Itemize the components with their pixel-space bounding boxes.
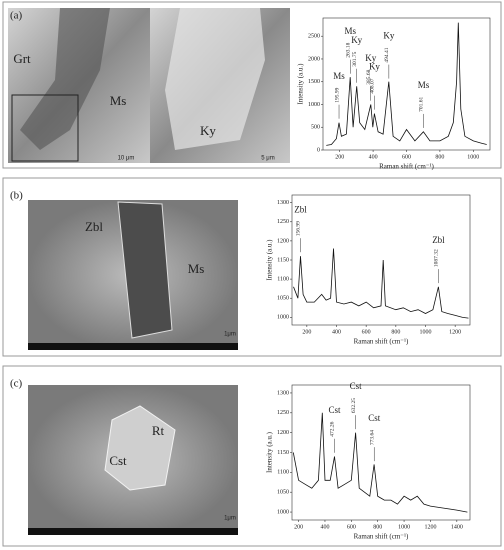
x-tick-label: 1200 [424,524,436,530]
info-bar [28,528,238,535]
y-tick-label: 1000 [308,102,320,108]
annotation-label: Zbl [294,204,307,214]
x-axis-label: Raman shift (cm⁻¹) [354,533,409,541]
x-tick-label: 600 [402,154,411,160]
y-tick-label: 1000 [277,315,289,321]
y-tick-label: 500 [311,125,320,131]
x-tick-label: 1000 [398,524,410,530]
y-tick-label: 1150 [277,257,289,263]
y-tick-label: 1050 [277,296,289,302]
y-tick-label: 1200 [277,238,289,244]
annotation-label: Ms [418,80,430,90]
y-tick-label: 1100 [277,276,289,282]
y-tick-label: 1500 [308,79,320,85]
image-label: Ms [110,93,127,108]
annotation-label: Ms [344,26,356,36]
image-label: Cst [109,453,127,468]
annotation-label: Cst [368,413,381,423]
x-tick-label: 800 [391,329,400,335]
panel-label: (a) [10,10,23,22]
x-tick-label: 1000 [420,329,432,335]
y-tick-label: 1300 [277,200,289,206]
x-tick-label: 400 [369,154,378,160]
image-label: Ms [188,261,205,276]
annotation-value: 156.99 [296,221,302,236]
annotation-value: 301.75 [352,51,358,66]
annotation-value: 632.25 [351,398,357,413]
x-tick-label: 1200 [449,329,461,335]
x-tick-label: 200 [335,154,344,160]
annotation-value: 1087.32 [434,249,440,267]
panel-label: (b) [10,190,23,202]
plot-frame [291,384,471,521]
annotation-value: 385.68 [366,69,372,84]
annotation-label: Ky [383,31,394,41]
y-axis-label: Intensity (a.u.) [297,63,305,105]
y-axis-label: Intensity (a.u.) [266,431,274,473]
annotation-label: Ms [333,71,345,81]
x-tick-label: 200 [294,524,303,530]
y-tick-label: 1150 [277,450,289,456]
image-label: Grt [13,51,31,66]
x-axis-label: Raman shift (cm⁻¹) [354,338,409,346]
x-tick-label: 1400 [451,524,463,530]
y-tick-label: 2000 [308,56,320,62]
sem-feature [104,405,176,491]
panel-frame [2,177,502,357]
sem-feature [20,8,110,150]
image-label: Rt [152,423,165,438]
x-tick-label: 600 [362,329,371,335]
image-label: Ky [200,123,216,138]
y-tick-label: 1200 [277,430,289,436]
annotation-label: Ky [365,53,376,63]
image-label: 10 μm [118,156,135,162]
annotation-value: 263.18 [346,42,352,57]
image-label: 5 μm [261,156,274,162]
x-tick-label: 400 [332,329,341,335]
y-tick-label: 2500 [308,34,320,40]
sem-feature [165,8,265,150]
y-tick-label: 1100 [277,470,289,476]
panel-label: (c) [10,378,23,390]
x-tick-label: 600 [347,524,356,530]
x-tick-label: 800 [435,154,444,160]
annotation-value: 773.64 [369,430,375,445]
panel-frame [2,365,502,547]
annotation-value: 701.61 [419,97,425,112]
y-tick-label: 1250 [277,219,289,225]
panel-frame [2,1,502,169]
y-axis-label: Intensity (a.u.) [266,239,274,281]
x-tick-label: 400 [320,524,329,530]
y-tick-label: 1050 [277,490,289,496]
annotation-value: 408.07 [370,78,376,93]
x-tick-label: 200 [302,329,311,335]
y-tick-label: 1250 [277,410,289,416]
spectrum [293,248,469,319]
x-tick-label: 800 [373,524,382,530]
annotation-label: Cst [350,381,363,391]
annotation-label: Zbl [432,235,445,245]
annotation-label: Cst [328,405,341,415]
image-label: 1μm [224,332,236,338]
sem-feature [117,201,173,339]
inset-box [11,94,79,162]
y-tick-label: 1000 [277,509,289,515]
image-label: 1μm [224,516,236,522]
annotation-label: Ky [351,35,362,45]
info-bar [28,343,238,350]
annotation-value: 494.41 [384,47,390,62]
annotation-label: Ky [369,62,380,72]
y-tick-label: 1300 [277,390,289,396]
spectrum [326,22,487,146]
annotation-value: 195.99 [334,87,340,102]
annotation-value: 472.26 [330,421,336,436]
image-label: Zbl [85,219,103,234]
x-axis-label: Raman shift (cm⁻¹) [379,163,434,171]
spectrum [292,412,468,513]
y-tick-label: 0 [317,147,320,153]
x-tick-label: 1000 [467,154,479,160]
